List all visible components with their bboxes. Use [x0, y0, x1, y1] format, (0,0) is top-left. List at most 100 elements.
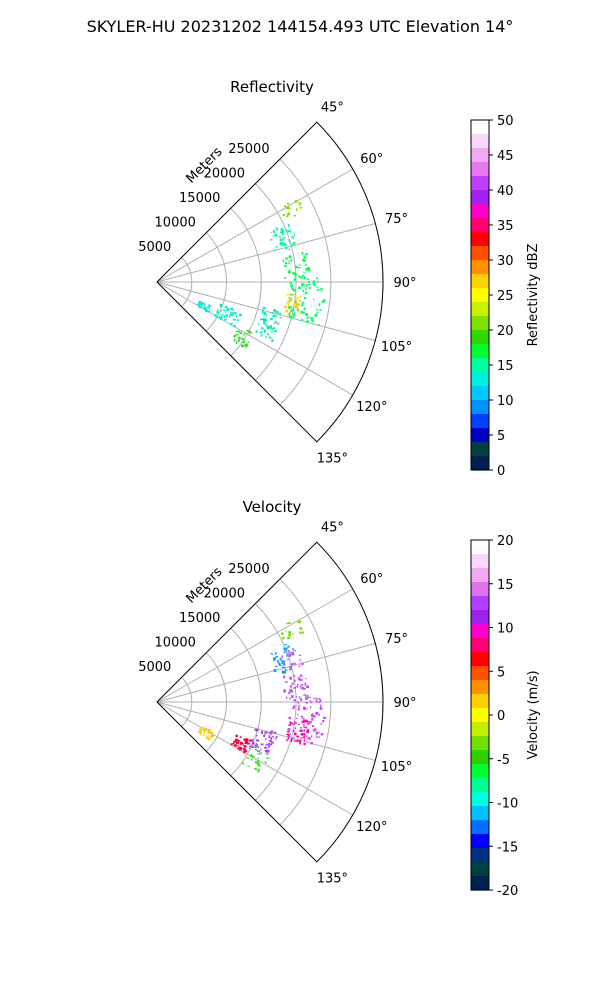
colorbar-swatch [471, 834, 489, 849]
data-point [300, 686, 304, 690]
data-point [208, 737, 211, 739]
data-point [317, 281, 319, 284]
data-point [304, 738, 306, 742]
data-point [265, 335, 267, 339]
data-point [291, 662, 294, 666]
data-point [274, 330, 277, 332]
data-point [307, 696, 311, 699]
data-point [254, 745, 258, 747]
theta-tick-label: 45° [321, 521, 344, 536]
data-point [273, 658, 276, 661]
data-point [312, 725, 314, 728]
data-point [299, 631, 301, 635]
data-point [223, 309, 226, 312]
colorbar-swatch [471, 316, 489, 331]
range-tick-label: 25000 [228, 142, 269, 157]
data-point [207, 310, 210, 313]
data-point [284, 277, 287, 279]
data-point [267, 744, 270, 748]
colorbar-swatch [471, 820, 489, 835]
data-point [287, 310, 289, 312]
theta-tick-label: 105° [381, 760, 412, 775]
data-point [286, 213, 289, 216]
data-point [303, 694, 306, 696]
data-point [288, 717, 291, 719]
data-point [236, 314, 238, 318]
data-point [288, 260, 290, 263]
data-point [308, 316, 310, 319]
data-point [294, 272, 297, 275]
data-point [299, 300, 302, 302]
data-point [255, 330, 258, 333]
data-point [275, 655, 278, 658]
data-point [303, 742, 306, 746]
data-point [217, 309, 219, 311]
data-point [291, 286, 293, 290]
colorbar-swatch [471, 540, 489, 555]
data-point [316, 731, 319, 735]
data-point [256, 762, 259, 765]
data-point [207, 729, 211, 732]
data-point [296, 302, 300, 305]
data-point [315, 700, 318, 703]
azimuth-gridline [156, 281, 376, 341]
data-point [262, 311, 264, 314]
data-point [316, 277, 319, 280]
data-point [281, 666, 285, 668]
data-point [283, 660, 286, 663]
data-point [288, 294, 291, 296]
range-tick-label: 20000 [204, 586, 245, 601]
data-point [274, 320, 277, 323]
data-point [286, 738, 288, 742]
data-point [248, 331, 252, 334]
theta-tick-label: 105° [381, 340, 412, 355]
data-point [219, 316, 223, 320]
data-point [306, 316, 308, 320]
data-point [312, 712, 314, 715]
data-point [290, 259, 293, 262]
colorbar-tick-label: 15 [497, 359, 514, 374]
data-point [202, 726, 205, 730]
data-point [281, 665, 283, 667]
data-point [297, 309, 300, 311]
data-point [242, 341, 245, 344]
data-point [303, 276, 306, 279]
data-point [313, 298, 315, 300]
data-point [289, 667, 292, 671]
data-point [230, 743, 233, 746]
data-point [237, 740, 241, 741]
data-point [316, 713, 318, 715]
data-point [306, 730, 310, 733]
theta-tick-label: 75° [385, 212, 408, 227]
data-point [304, 683, 307, 686]
data-point [298, 665, 300, 668]
data-point [266, 325, 269, 328]
data-point [251, 758, 253, 761]
colorbar-swatch [471, 582, 489, 597]
colorbar-tick-label: 0 [497, 464, 505, 479]
data-point [233, 312, 236, 315]
data-point [243, 745, 247, 748]
data-point [207, 306, 210, 309]
data-point [287, 202, 290, 205]
data-point [277, 311, 279, 314]
data-point [295, 305, 299, 308]
data-point [295, 303, 298, 306]
data-point [293, 214, 297, 217]
data-point [316, 308, 318, 311]
data-point [298, 702, 300, 705]
data-point [311, 717, 314, 721]
data-point [301, 303, 304, 306]
colorbar-tick-label: -10 [497, 797, 518, 812]
data-point [288, 656, 291, 658]
reflectivity-title: Reflectivity [230, 78, 314, 96]
data-point [225, 314, 228, 317]
data-point [277, 659, 279, 663]
data-point [252, 755, 255, 758]
data-point [301, 715, 303, 719]
data-point [310, 721, 312, 724]
data-point [272, 312, 274, 314]
data-point [262, 309, 264, 313]
data-point [309, 700, 311, 703]
